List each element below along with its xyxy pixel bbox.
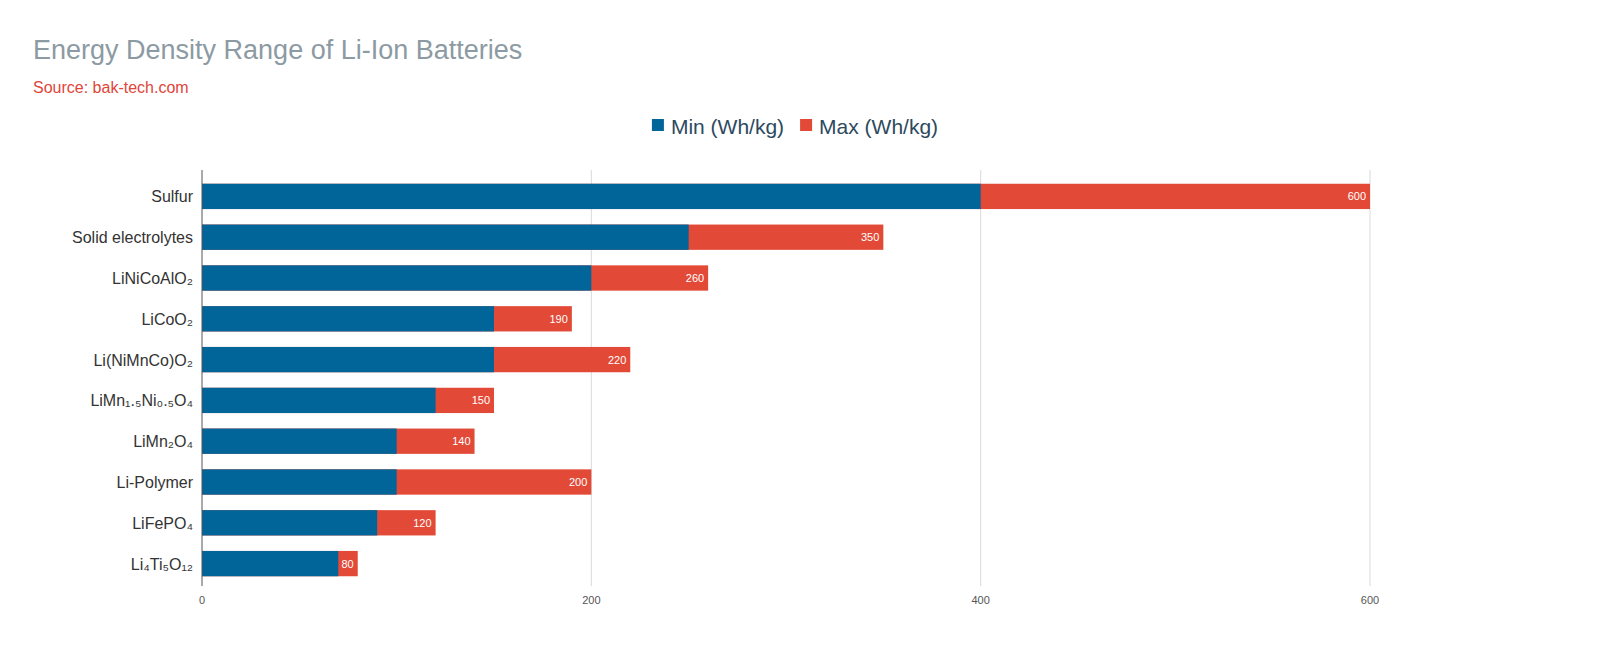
bar xyxy=(202,184,981,209)
data-label: 120 xyxy=(413,517,431,529)
bar xyxy=(202,265,708,290)
category-label: LiNiCoAlO₂ xyxy=(112,270,193,287)
category-label: Li(NiMnCo)O₂ xyxy=(93,352,193,369)
legend-label: Min (Wh/kg) xyxy=(671,115,784,138)
tick-label: 200 xyxy=(582,594,600,606)
bar xyxy=(202,388,494,413)
bars xyxy=(202,184,1370,576)
category-label: Li₄Ti₅O₁₂ xyxy=(131,556,193,573)
category-label: Sulfur xyxy=(151,188,193,205)
category-label: Li-Polymer xyxy=(117,474,194,491)
title: Energy Density Range of Li-Ion Batteries xyxy=(33,35,522,65)
tick-label: 600 xyxy=(1361,594,1379,606)
data-label: 190 xyxy=(550,313,568,325)
bar xyxy=(202,225,689,250)
category-label: LiMn₁.₅Ni₀.₅O₄ xyxy=(90,392,193,409)
legend-swatch xyxy=(652,119,664,131)
bar xyxy=(202,388,436,413)
axis-line xyxy=(202,170,203,586)
category-label: LiCoO₂ xyxy=(141,311,193,328)
legend-label: Max (Wh/kg) xyxy=(819,115,938,138)
category-label: Solid electrolytes xyxy=(72,229,193,246)
data-label: 80 xyxy=(341,558,353,570)
grid-line xyxy=(1370,170,1371,586)
bar xyxy=(202,510,436,535)
bar xyxy=(202,347,630,372)
tick-label: 400 xyxy=(971,594,989,606)
chart: Energy Density Range of Li-Ion Batteries… xyxy=(0,0,1600,665)
bar xyxy=(202,347,494,372)
data-label: 140 xyxy=(452,435,470,447)
bar xyxy=(202,510,377,535)
data-label: 600 xyxy=(1348,190,1366,202)
legend-swatch xyxy=(800,119,812,131)
legend: Min (Wh/kg) Max (Wh/kg) xyxy=(652,115,938,138)
bar xyxy=(202,551,338,576)
bar xyxy=(202,429,397,454)
category-label: LiMn₂O₄ xyxy=(133,433,193,450)
bar xyxy=(202,184,1370,209)
bar xyxy=(202,469,591,494)
bar xyxy=(202,306,572,331)
bar xyxy=(202,551,358,576)
bar xyxy=(202,225,883,250)
data-label: 150 xyxy=(472,394,490,406)
tick-label: 0 xyxy=(199,594,205,606)
data-label: 350 xyxy=(861,231,879,243)
data-label: 260 xyxy=(686,272,704,284)
bar xyxy=(202,429,475,454)
grid-line xyxy=(980,170,981,586)
bar xyxy=(202,469,397,494)
subtitle: Source: bak-tech.com xyxy=(33,79,189,96)
bar xyxy=(202,265,591,290)
category-label: LiFePO₄ xyxy=(132,515,193,532)
bar xyxy=(202,306,494,331)
data-label: 220 xyxy=(608,354,626,366)
data-label: 200 xyxy=(569,476,587,488)
